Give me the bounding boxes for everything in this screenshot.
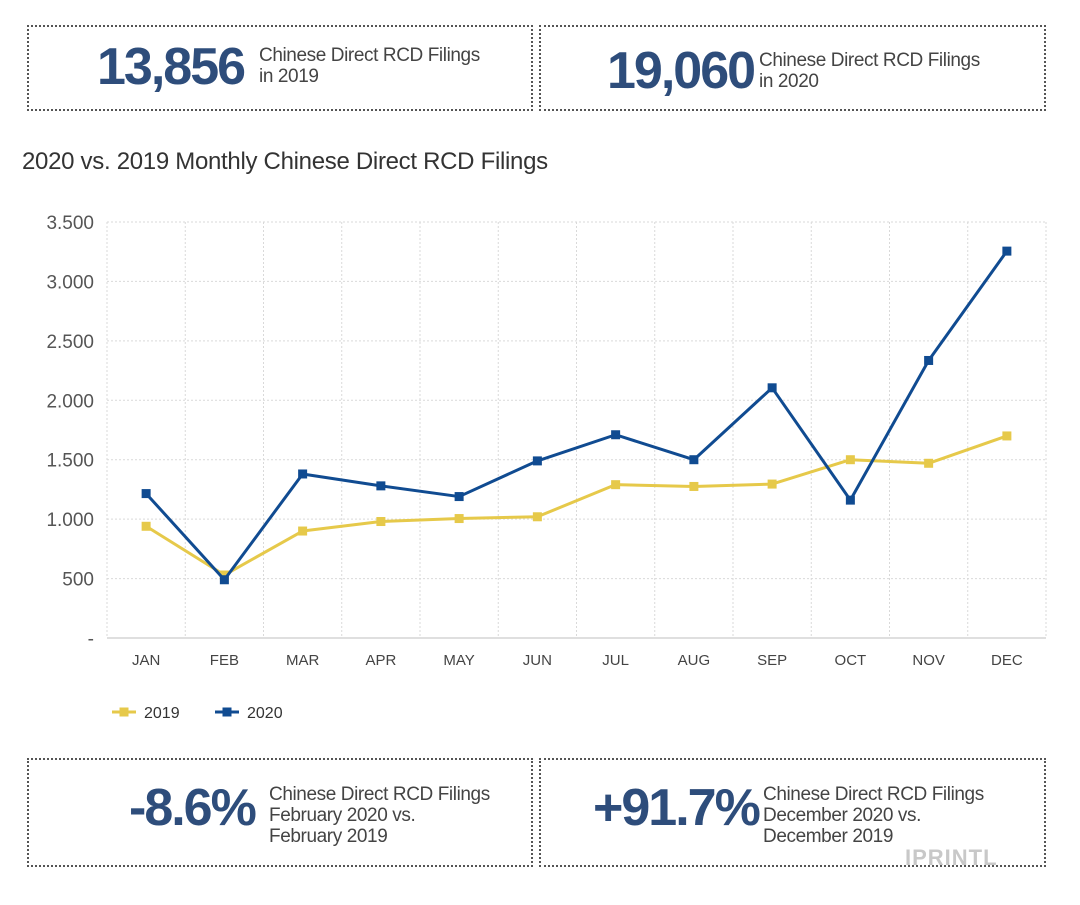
y-tick-label: - <box>88 629 94 650</box>
stat-description: Chinese Direct RCD Filings February 2020… <box>269 784 490 847</box>
stat-box-2019-total: 13,856 Chinese Direct RCD Filings in 201… <box>27 25 533 111</box>
x-tick-label: JUL <box>602 652 629 669</box>
data-point-2019 <box>689 481 699 491</box>
x-tick-label: APR <box>365 652 396 669</box>
stat-box-feb-change: -8.6% Chinese Direct RCD Filings Februar… <box>27 758 533 867</box>
x-tick-label: SEP <box>757 652 787 669</box>
legend-label: 2020 <box>247 705 283 722</box>
stat-desc-line: Chinese Direct RCD Filings <box>759 50 980 71</box>
data-point-2019 <box>1002 431 1012 441</box>
stat-desc-line: December 2020 vs. <box>763 805 921 826</box>
data-point-2020 <box>767 383 777 393</box>
stat-desc-line: in 2020 <box>759 71 819 92</box>
stat-value: 13,856 <box>97 38 246 96</box>
stat-description: Chinese Direct RCD Filings in 2020 <box>759 50 980 92</box>
data-point-2019 <box>767 479 777 489</box>
stat-description: Chinese Direct RCD Filings in 2019 <box>259 45 480 87</box>
y-tick-label: 1.500 <box>46 451 94 472</box>
stat-description: Chinese Direct RCD Filings December 2020… <box>763 784 984 847</box>
y-tick-label: 500 <box>62 570 94 591</box>
stat-box-dec-change: +91.7% Chinese Direct RCD Filings Decemb… <box>539 758 1046 867</box>
data-point-2019 <box>532 512 542 522</box>
data-point-2020 <box>611 430 621 440</box>
data-point-2020 <box>219 575 229 585</box>
y-tick-label: 3.500 <box>46 213 94 234</box>
y-tick-label: 3.000 <box>46 272 94 293</box>
data-point-2020 <box>924 355 934 365</box>
data-point-2020 <box>376 481 386 491</box>
data-point-2019 <box>454 514 464 524</box>
data-point-2019 <box>219 570 229 580</box>
data-point-2019 <box>141 521 151 531</box>
x-tick-label: DEC <box>991 652 1023 669</box>
y-tick-label: 1.000 <box>46 510 94 531</box>
stat-desc-line: Chinese Direct RCD Filings <box>259 45 480 66</box>
legend-marker-2019 <box>119 707 129 717</box>
data-point-2020 <box>689 455 699 465</box>
stat-box-2020-total: 19,060 Chinese Direct RCD Filings in 202… <box>539 25 1046 111</box>
x-tick-label: AUG <box>678 652 711 669</box>
legend-marker-2020 <box>222 707 232 717</box>
x-tick-label: MAY <box>443 652 474 669</box>
data-point-2019 <box>845 455 855 465</box>
stat-desc-line: February 2019 <box>269 826 388 847</box>
stat-desc-line: in 2019 <box>259 66 319 87</box>
data-point-2020 <box>141 489 151 499</box>
stat-desc-line: February 2020 vs. <box>269 805 416 826</box>
stat-value: 19,060 <box>607 42 756 100</box>
x-tick-label: NOV <box>912 652 945 669</box>
x-tick-label: MAR <box>286 652 320 669</box>
data-point-2019 <box>376 517 386 527</box>
stat-desc-line: Chinese Direct RCD Filings <box>269 784 490 805</box>
series-line-2020 <box>145 250 1009 582</box>
data-point-2020 <box>532 456 542 466</box>
data-point-2019 <box>298 526 308 536</box>
series-line-2019 <box>145 434 1008 577</box>
data-point-2019 <box>611 480 621 490</box>
chart-title: 2020 vs. 2019 Monthly Chinese Direct RCD… <box>22 148 548 175</box>
stat-desc-line: Chinese Direct RCD Filings <box>763 784 984 805</box>
stat-value: +91.7% <box>593 779 761 837</box>
y-tick-label: 2.500 <box>46 332 94 353</box>
watermark-logo: IPRINTL <box>905 845 998 870</box>
x-tick-label: OCT <box>835 652 867 669</box>
stat-value: -8.6% <box>129 779 257 837</box>
x-tick-label: JAN <box>132 652 160 669</box>
stat-desc-line: December 2019 <box>763 826 893 847</box>
x-tick-label: FEB <box>210 652 239 669</box>
data-point-2020 <box>298 469 308 479</box>
data-point-2020 <box>845 495 855 505</box>
data-point-2020 <box>454 492 464 502</box>
legend-label: 2019 <box>144 705 180 722</box>
data-point-2020 <box>1002 246 1012 256</box>
x-tick-label: JUN <box>523 652 552 669</box>
y-tick-label: 2.000 <box>46 391 94 412</box>
data-point-2019 <box>924 458 934 468</box>
